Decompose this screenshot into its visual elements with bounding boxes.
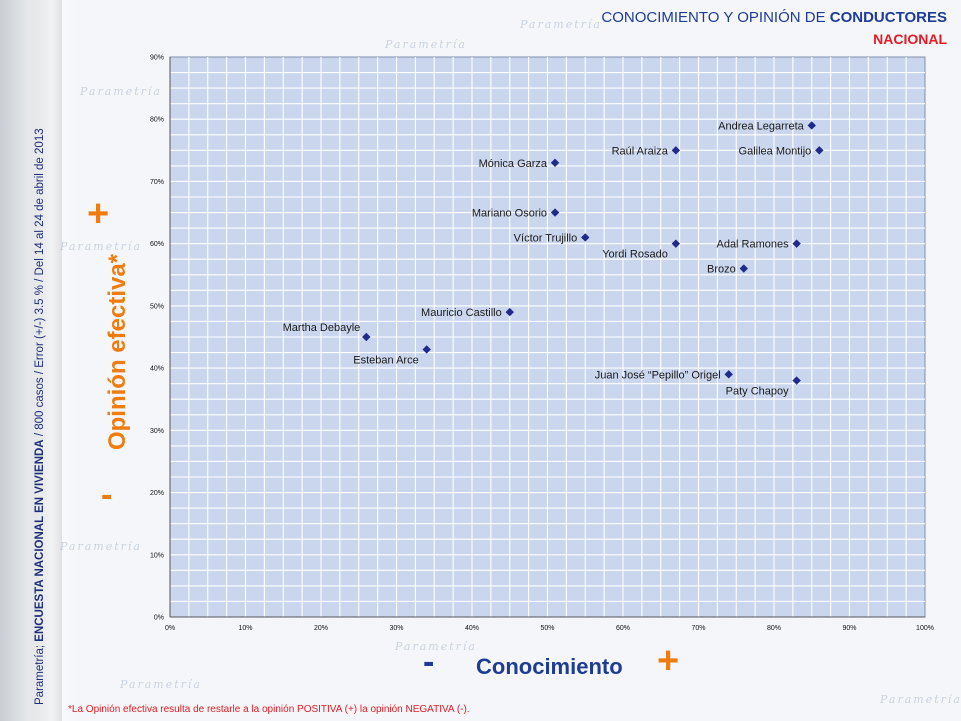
- watermark: Parametría: [120, 678, 202, 691]
- x-tick-label: 10%: [238, 625, 252, 632]
- watermark: Parametría: [80, 85, 162, 98]
- y-axis-plus-sign: +: [87, 193, 110, 235]
- data-point: [550, 158, 560, 167]
- data-point: [422, 345, 431, 354]
- tree-decor: [28, 0, 76, 721]
- data-point-label: Mariano Osorio: [472, 208, 547, 220]
- x-tick-label: 70%: [691, 625, 705, 632]
- y-tick-label: 10%: [150, 552, 164, 559]
- y-tick-label: 80%: [150, 117, 164, 124]
- data-point-label: Adal Ramones: [716, 239, 789, 251]
- y-axis-title: Opinión efectiva*: [104, 253, 131, 451]
- watermark: Parametría: [385, 38, 467, 51]
- data-point-label: Mauricio Castillo: [421, 307, 502, 319]
- data-point-label: Brozo: [707, 264, 736, 276]
- data-point-label: Paty Chapoy: [726, 386, 789, 398]
- data-point: [807, 121, 816, 130]
- x-tick-label: 60%: [616, 625, 630, 632]
- watermark: Parametría: [60, 540, 142, 553]
- y-tick-label: 30%: [150, 428, 164, 435]
- data-point: [739, 264, 748, 273]
- x-tick-label: 40%: [465, 625, 479, 632]
- data-point: [581, 233, 590, 242]
- x-axis-minus-sign: -: [423, 643, 435, 681]
- data-point-label: Raúl Araiza: [612, 145, 669, 157]
- data-point: [550, 208, 560, 217]
- watermark: Parametría: [520, 18, 602, 31]
- data-point-label: Juan José “Pepillo” Origel: [595, 369, 721, 381]
- x-tick-label: 100%: [916, 625, 934, 632]
- data-point: [505, 307, 514, 317]
- data-point-label: Andrea Legarreta: [718, 120, 804, 132]
- data-point: [671, 146, 681, 155]
- x-tick-label: 30%: [389, 625, 403, 632]
- page-title-prefix: CONOCIMIENTO Y OPINIÓN DE: [601, 9, 830, 26]
- data-point: [815, 146, 824, 155]
- y-tick-label: 50%: [150, 303, 164, 310]
- data-point-label: Martha Debayle: [283, 322, 361, 334]
- footnote: *La Opinión efectiva resulta de restarle…: [68, 704, 470, 715]
- page-subtitle: NACIONAL: [873, 31, 947, 47]
- watermark: Parametría: [60, 240, 142, 253]
- x-axis-title: Conocimiento: [476, 654, 623, 679]
- y-tick-label: 40%: [150, 366, 164, 373]
- data-point: [362, 332, 371, 342]
- y-axis-minus-sign: -: [101, 476, 113, 514]
- x-tick-label: 80%: [767, 625, 781, 632]
- data-point-label: Mónica Garza: [479, 158, 548, 170]
- watermark: Parametría: [395, 640, 477, 653]
- data-point: [792, 376, 801, 385]
- x-tick-label: 90%: [842, 625, 856, 632]
- data-point-label: Víctor Trujillo: [514, 232, 578, 244]
- y-tick-label: 70%: [150, 179, 164, 186]
- x-tick-label: 0%: [165, 625, 175, 632]
- y-tick-label: 0%: [154, 615, 164, 622]
- data-point-label: Galilea Montijo: [739, 145, 812, 157]
- y-tick-label: 60%: [150, 241, 164, 248]
- data-point: [724, 370, 733, 379]
- y-tick-label: 20%: [150, 490, 164, 497]
- data-point: [671, 239, 681, 248]
- y-tick-label: 90%: [150, 55, 164, 62]
- page-title-bold: CONDUCTORES: [829, 9, 947, 26]
- data-point-label: Esteban Arce: [353, 354, 418, 366]
- page-title: CONOCIMIENTO Y OPINIÓN DE CONDUCTORES: [601, 9, 947, 26]
- x-tick-label: 50%: [540, 625, 554, 632]
- x-axis-plus-sign: +: [657, 640, 680, 682]
- data-point: [792, 239, 801, 248]
- x-tick-label: 20%: [314, 625, 328, 632]
- watermark: Parametría: [880, 693, 961, 706]
- data-point-label: Yordi Rosado: [602, 249, 668, 261]
